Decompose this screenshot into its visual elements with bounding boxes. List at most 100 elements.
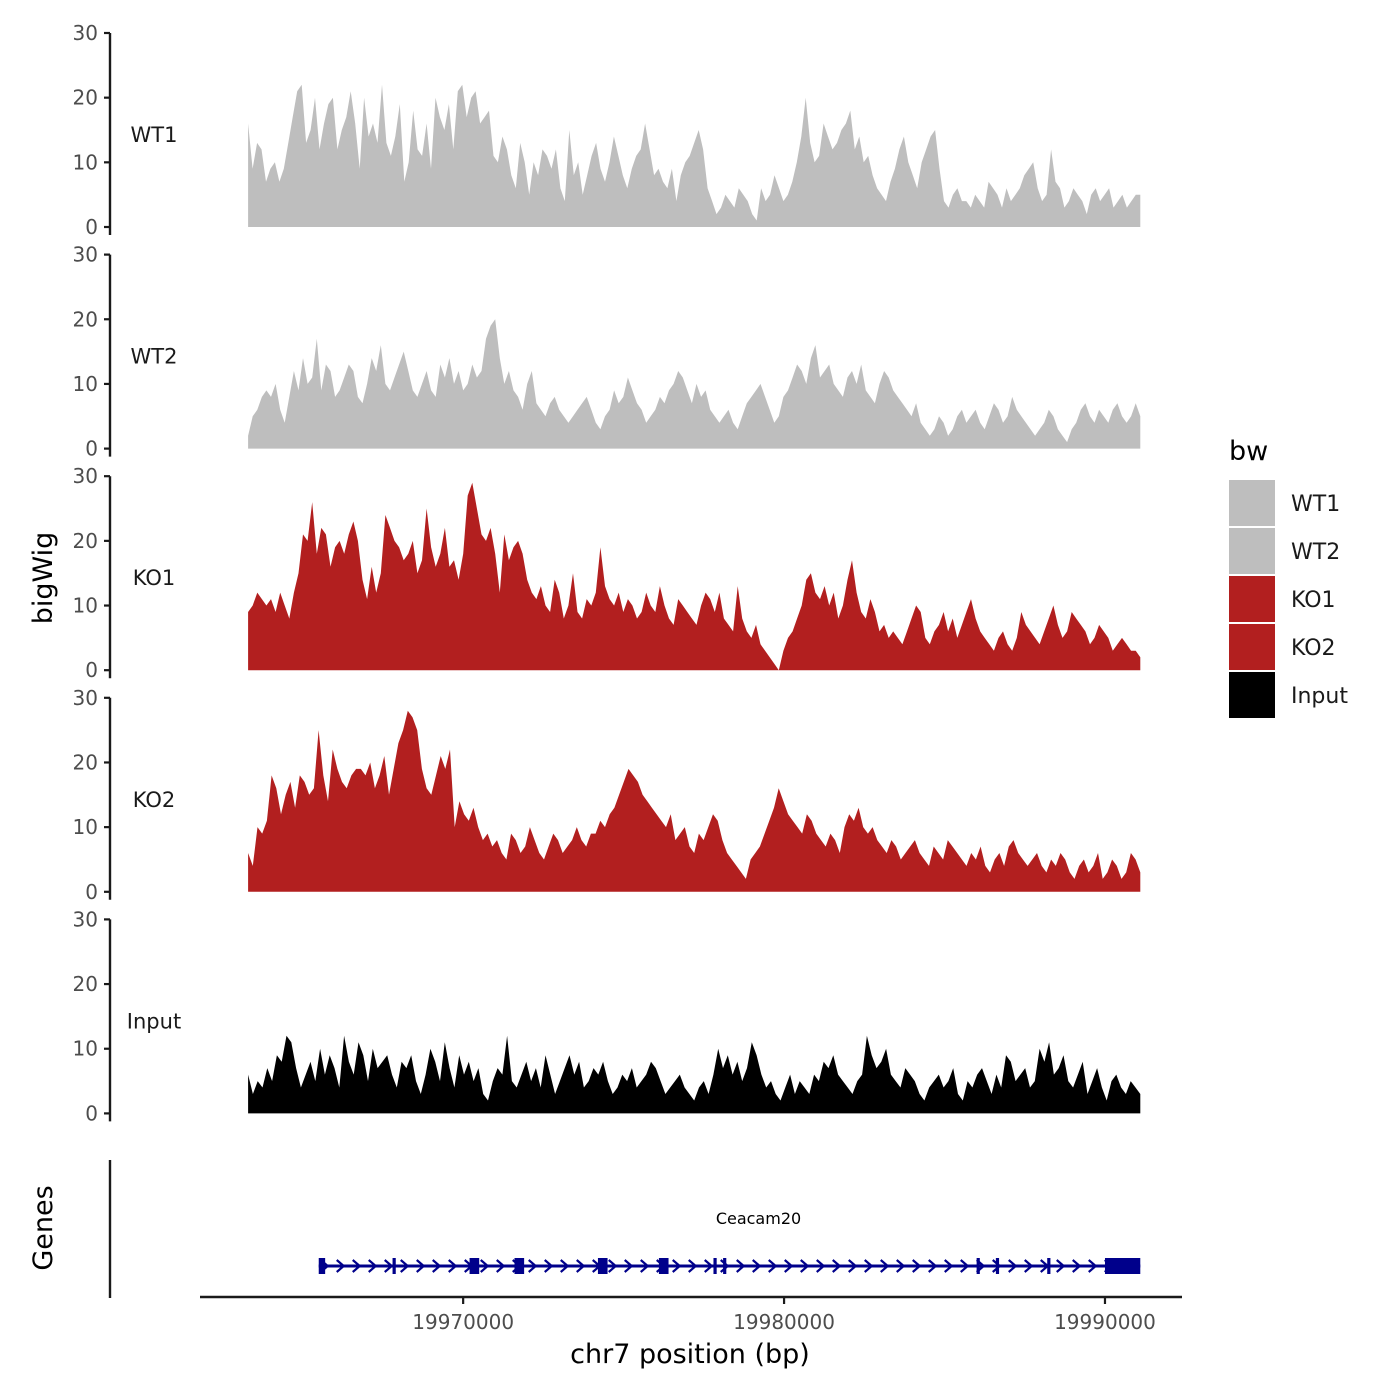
strand-arrow-icon xyxy=(432,1259,442,1273)
strand-arrow-icon xyxy=(624,1259,634,1273)
track-label-wt2: WT2 xyxy=(131,345,178,369)
legend-swatch xyxy=(1229,624,1275,670)
strand-arrow-icon xyxy=(480,1259,490,1273)
legend-item-ko2: KO2 xyxy=(1229,624,1336,670)
gene-label: Ceacam20 xyxy=(716,1209,801,1228)
track-wt2: 0 10 20 30 WT2 xyxy=(73,243,1141,461)
gene-exon xyxy=(597,1258,608,1274)
y-tick-label: 0 xyxy=(85,1101,98,1125)
y-tick-label: 30 xyxy=(73,686,98,710)
strand-arrow-icon xyxy=(400,1259,410,1273)
strand-arrow-icon xyxy=(640,1259,650,1273)
legend-swatch xyxy=(1229,528,1275,574)
genes-axis-title: Genes xyxy=(28,1185,59,1270)
track-wt1: 0 10 20 30 WT1 xyxy=(73,21,1141,239)
coverage-area-ko1 xyxy=(248,482,1141,671)
y-tick-label: 10 xyxy=(73,594,98,618)
strand-arrow-icon xyxy=(816,1259,826,1273)
strand-arrow-icon xyxy=(672,1259,682,1273)
legend-item-wt2: WT2 xyxy=(1229,528,1340,574)
track-label-ko1: KO1 xyxy=(133,566,176,590)
x-tick-label: 19980000 xyxy=(733,1310,835,1334)
track-input: 0 10 20 30 Input xyxy=(73,907,1141,1125)
gene-exon xyxy=(514,1258,525,1274)
gene-exon xyxy=(1104,1258,1141,1274)
strand-arrow-icon xyxy=(944,1259,954,1273)
strand-arrow-icon xyxy=(720,1259,730,1273)
legend: bw WT1 WT2 KO1 KO2 Input xyxy=(1229,436,1348,718)
y-tick-label: 0 xyxy=(85,437,98,461)
strand-arrow-icon xyxy=(896,1259,906,1273)
strand-arrow-icon xyxy=(560,1259,570,1273)
legend-swatch xyxy=(1229,576,1275,622)
strand-arrow-icon xyxy=(800,1259,810,1273)
gene-exon xyxy=(995,1258,1000,1274)
strand-arrow-icon xyxy=(384,1259,394,1273)
strand-arrow-icon xyxy=(544,1259,554,1273)
strand-arrow-icon xyxy=(368,1259,378,1273)
legend-label: WT1 xyxy=(1291,492,1340,517)
y-tick-label: 30 xyxy=(73,907,98,931)
strand-arrow-icon xyxy=(848,1259,858,1273)
track-ko2: 0 10 20 30 KO2 xyxy=(73,686,1141,904)
gene-exon xyxy=(976,1258,980,1274)
gene-exon xyxy=(713,1258,717,1274)
legend-title: bw xyxy=(1229,436,1268,467)
track-label-ko2: KO2 xyxy=(133,788,176,812)
legend-swatch xyxy=(1229,672,1275,718)
strand-arrow-icon xyxy=(928,1259,938,1273)
strand-arrow-icon xyxy=(960,1259,970,1273)
y-tick-label: 10 xyxy=(73,815,98,839)
coverage-area-wt1 xyxy=(248,84,1141,227)
gene-track-group: Ceacam20 xyxy=(108,1160,1141,1298)
strand-arrow-icon xyxy=(496,1259,506,1273)
gene-exon xyxy=(1047,1258,1051,1274)
strand-arrow-icon xyxy=(1088,1259,1098,1273)
strand-arrow-icon xyxy=(736,1259,746,1273)
gene-exon xyxy=(658,1258,669,1274)
strand-arrow-icon xyxy=(704,1259,714,1273)
strand-arrow-icon xyxy=(1072,1259,1082,1273)
tracks-group: 0 10 20 30 WT1 0 10 20 30 WT2 0 10 20 30 KO1 0 10 20 30 KO2… xyxy=(73,21,1141,1125)
strand-arrow-icon xyxy=(416,1259,426,1273)
strand-arrow-icon xyxy=(528,1259,538,1273)
strand-arrow-icon xyxy=(784,1259,794,1273)
strand-arrow-icon xyxy=(576,1259,586,1273)
track-label-wt1: WT1 xyxy=(131,123,178,147)
strand-arrow-icon xyxy=(1024,1259,1034,1273)
legend-label: Input xyxy=(1291,684,1348,709)
coverage-area-ko2 xyxy=(248,710,1141,892)
y-tick-label: 0 xyxy=(85,658,98,682)
y-tick-label: 20 xyxy=(73,972,98,996)
y-tick-label: 30 xyxy=(73,243,98,267)
legend-item-wt1: WT1 xyxy=(1229,480,1340,526)
strand-arrow-icon xyxy=(1056,1259,1066,1273)
x-axis-title: chr7 position (bp) xyxy=(570,1339,810,1370)
strand-arrow-icon xyxy=(448,1259,458,1273)
legend-item-input: Input xyxy=(1229,672,1348,718)
strand-arrow-icon xyxy=(336,1259,346,1273)
strand-arrow-icon xyxy=(912,1259,922,1273)
coverage-area-input xyxy=(248,1035,1141,1114)
strand-arrow-icon xyxy=(352,1259,362,1273)
strand-arrow-icon xyxy=(608,1259,618,1273)
strand-arrow-icon xyxy=(768,1259,778,1273)
y-tick-label: 10 xyxy=(73,372,98,396)
coverage-area-wt2 xyxy=(248,319,1141,449)
strand-arrow-icon xyxy=(880,1259,890,1273)
strand-arrow-icon xyxy=(752,1259,762,1273)
x-tick-label: 19990000 xyxy=(1054,1310,1156,1334)
strand-arrow-icon xyxy=(688,1259,698,1273)
gene-exon xyxy=(318,1258,326,1274)
legend-swatch xyxy=(1229,480,1275,526)
gene-exon xyxy=(723,1258,727,1274)
x-axis: 19970000 19980000 19990000 xyxy=(200,1295,1182,1334)
y-tick-label: 30 xyxy=(73,21,98,45)
y-tick-label: 0 xyxy=(85,215,98,239)
strand-arrow-icon xyxy=(1008,1259,1018,1273)
y-tick-label: 20 xyxy=(73,750,98,774)
legend-item-ko1: KO1 xyxy=(1229,576,1336,622)
y-tick-label: 20 xyxy=(73,529,98,553)
gene-ceacam20: Ceacam20 xyxy=(318,1209,1141,1274)
